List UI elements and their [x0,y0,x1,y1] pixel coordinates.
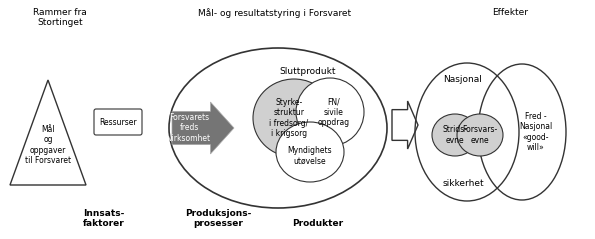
Ellipse shape [276,122,344,182]
Ellipse shape [457,114,503,156]
Polygon shape [392,101,418,149]
Text: Mål- og resultatstyring i Forsvaret: Mål- og resultatstyring i Forsvaret [199,8,352,18]
Ellipse shape [432,114,478,156]
Text: Produksjons-
prosesser: Produksjons- prosesser [185,209,251,228]
Text: Mål
og
oppgaver
til Forsvaret: Mål og oppgaver til Forsvaret [25,125,71,165]
Polygon shape [172,102,234,154]
Text: Sluttprodukt: Sluttprodukt [280,67,336,76]
Text: Ressurser: Ressurser [99,118,137,126]
Text: Forsvarets
freds
virksomhet: Forsvarets freds virksomhet [168,113,211,143]
Text: FN/
sivile
oppdrag: FN/ sivile oppdrag [318,97,350,127]
Text: Forsvars-
evne: Forsvars- evne [462,125,497,145]
Text: Strids-
evne: Strids- evne [443,125,468,145]
Text: Myndighets
utøvelse: Myndighets utøvelse [288,146,333,166]
Text: Fred -
Nasjonal
«good-
will»: Fred - Nasjonal «good- will» [519,112,553,152]
Text: sikkerhet: sikkerhet [442,179,484,189]
Text: Effekter: Effekter [492,8,528,17]
Text: Produkter: Produkter [292,219,343,228]
Text: Rammer fra
Stortinget: Rammer fra Stortinget [33,8,87,27]
Ellipse shape [253,79,335,157]
Text: Nasjonal: Nasjonal [443,76,483,85]
Text: Styrke-
struktur
i fredsorg/
i krigsorg: Styrke- struktur i fredsorg/ i krigsorg [270,98,309,138]
Text: Innsats-
faktorer: Innsats- faktorer [83,209,125,228]
Ellipse shape [296,78,364,146]
Polygon shape [10,80,86,185]
FancyBboxPatch shape [94,109,142,135]
